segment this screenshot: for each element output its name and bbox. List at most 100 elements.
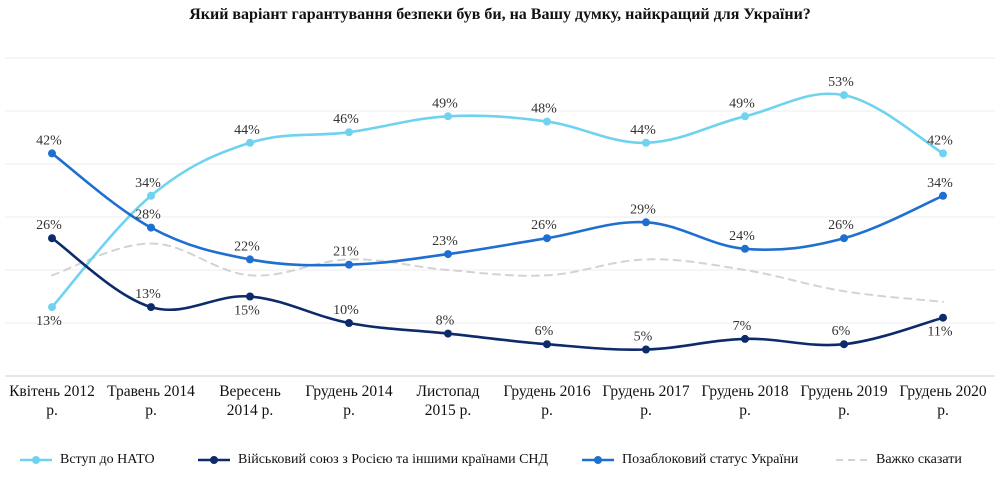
data-label-s3-1: 42% — [36, 133, 62, 148]
data-label-s2-4: 10% — [333, 303, 359, 318]
x-tick-label-line: Грудень 2018 — [701, 383, 789, 400]
data-point-s3-4 — [345, 260, 353, 269]
data-label-s2-6: 6% — [535, 324, 554, 339]
data-point-s3-3 — [246, 255, 254, 264]
data-point-s3-9 — [840, 234, 848, 243]
data-point-s1-5 — [444, 112, 452, 121]
data-point-s3-8 — [741, 244, 749, 253]
legend-item-3: Позаблоковий статус України — [580, 452, 798, 468]
series-line-2 — [50, 236, 945, 351]
data-point-s1-9 — [840, 91, 848, 100]
data-point-s2-6 — [543, 340, 551, 349]
data-label-s1-9: 53% — [828, 75, 854, 90]
series-line-1 — [50, 92, 945, 309]
x-tick-label-2: Травень 2014 р. — [101, 382, 201, 420]
x-tick-label-line: Листопад — [416, 383, 480, 400]
x-tick-label-4: Грудень 2014 р. — [299, 382, 399, 420]
data-label-s1-6: 48% — [531, 102, 557, 117]
x-tick-label-line: 2015 р. — [424, 402, 472, 419]
legend-item-4: Важко сказати — [834, 452, 962, 468]
x-tick-label-line: р. — [343, 402, 355, 419]
legend-label-2: Військовий союз з Росією та іншими країн… — [238, 452, 549, 467]
data-point-s2-2 — [147, 303, 155, 312]
x-tick-label-line: Травень 2014 — [107, 383, 195, 400]
data-label-s2-8: 7% — [733, 319, 752, 334]
data-point-s2-10 — [939, 313, 947, 322]
data-label-s1-2: 34% — [135, 176, 161, 191]
x-tick-label-line: р. — [739, 402, 751, 419]
chart-title: Який варіант гарантування безпеки був би… — [189, 6, 811, 23]
series-line-4 — [51, 242, 944, 303]
series-lines — [50, 92, 945, 351]
x-tick-label-line: р. — [46, 402, 58, 419]
x-tick-label-10: Грудень 2020 р. — [893, 382, 993, 420]
data-label-s2-3: 15% — [234, 304, 260, 319]
data-point-s3-2 — [147, 223, 155, 232]
data-label-s2-9: 6% — [832, 324, 851, 339]
data-label-s1-7: 44% — [630, 123, 656, 138]
data-label-s3-7: 29% — [630, 202, 656, 217]
data-point-s2-9 — [840, 340, 848, 349]
data-point-s2-7 — [642, 345, 650, 354]
data-label-s1-4: 46% — [333, 112, 359, 127]
data-point-s1-1 — [48, 303, 56, 312]
data-label-s3-8: 24% — [729, 229, 755, 244]
data-label-s3-6: 26% — [531, 218, 557, 233]
legend-label-3: Позаблоковий статус України — [622, 452, 799, 467]
legend-item-1: Вступ до НАТО — [18, 452, 155, 468]
x-tick-label-9: Грудень 2019 р. — [794, 382, 894, 420]
x-tick-label-5: Листопад 2015 р. — [398, 382, 498, 420]
series-line-3 — [50, 152, 945, 267]
data-point-s2-5 — [444, 329, 452, 338]
data-point-s1-4 — [345, 128, 353, 137]
data-label-s3-5: 23% — [432, 234, 458, 249]
data-point-s2-8 — [741, 334, 749, 343]
x-tick-label-line: Грудень 2020 — [899, 383, 987, 400]
data-point-s1-7 — [642, 138, 650, 147]
x-tick-label-line: Грудень 2014 — [305, 383, 393, 400]
data-label-s3-4: 21% — [333, 245, 359, 260]
data-label-s1-5: 49% — [432, 96, 458, 111]
data-label-s3-9: 26% — [828, 218, 854, 233]
x-tick-label-line: р. — [541, 402, 553, 419]
x-tick-label-6: Грудень 2016 р. — [497, 382, 597, 420]
data-label-s3-2: 28% — [135, 208, 161, 223]
data-point-s1-8 — [741, 112, 749, 121]
x-tick-label-3: Вересень 2014 р. — [200, 382, 300, 420]
legend-label-1: Вступ до НАТО — [60, 452, 155, 467]
x-tick-label-line: 2014 р. — [226, 402, 274, 419]
data-point-s1-2 — [147, 191, 155, 200]
data-label-s3-3: 22% — [234, 239, 260, 254]
data-point-s2-3 — [246, 292, 254, 301]
legend-swatch-4 — [836, 459, 868, 461]
x-tick-label-line: Квітень 2012 — [9, 383, 95, 400]
data-label-s2-1: 26% — [36, 218, 62, 233]
legend-swatch-3 — [582, 456, 614, 464]
data-label-s2-5: 8% — [436, 314, 455, 329]
x-tick-label-line: Грудень 2016 — [503, 383, 591, 400]
x-tick-label-1: Квітень 2012 р. — [2, 382, 102, 420]
legend-label-4: Важко сказати — [876, 452, 962, 467]
data-point-s3-10 — [939, 191, 947, 200]
data-point-s2-4 — [345, 319, 353, 327]
data-markers — [48, 91, 947, 354]
legend-swatch-2 — [198, 456, 230, 464]
data-point-s2-1 — [48, 234, 56, 243]
x-tick-label-line: р. — [838, 402, 850, 419]
data-point-s1-10 — [939, 149, 947, 158]
legend-item-2: Військовий союз з Росією та іншими країн… — [196, 452, 548, 468]
data-label-s2-10: 11% — [927, 325, 952, 340]
data-label-s3-10: 34% — [927, 176, 953, 191]
gridlines — [5, 57, 995, 377]
data-point-s1-6 — [543, 117, 551, 126]
data-labels: 13% 34% 44% 46% 49% 48% 44% 49% 53% 42% 26% 13% 15% 1… — [36, 75, 953, 344]
data-point-s3-1 — [48, 149, 56, 158]
x-tick-label-line: р. — [937, 402, 949, 419]
data-label-s1-8: 49% — [729, 96, 755, 111]
data-point-s3-6 — [543, 234, 551, 243]
data-point-s3-7 — [642, 218, 650, 227]
data-label-s2-7: 5% — [634, 330, 653, 345]
legend: Вступ до НАТО Військовий союз з Росією та… — [0, 452, 1000, 476]
x-tick-label-7: Грудень 2017 р. — [596, 382, 696, 420]
